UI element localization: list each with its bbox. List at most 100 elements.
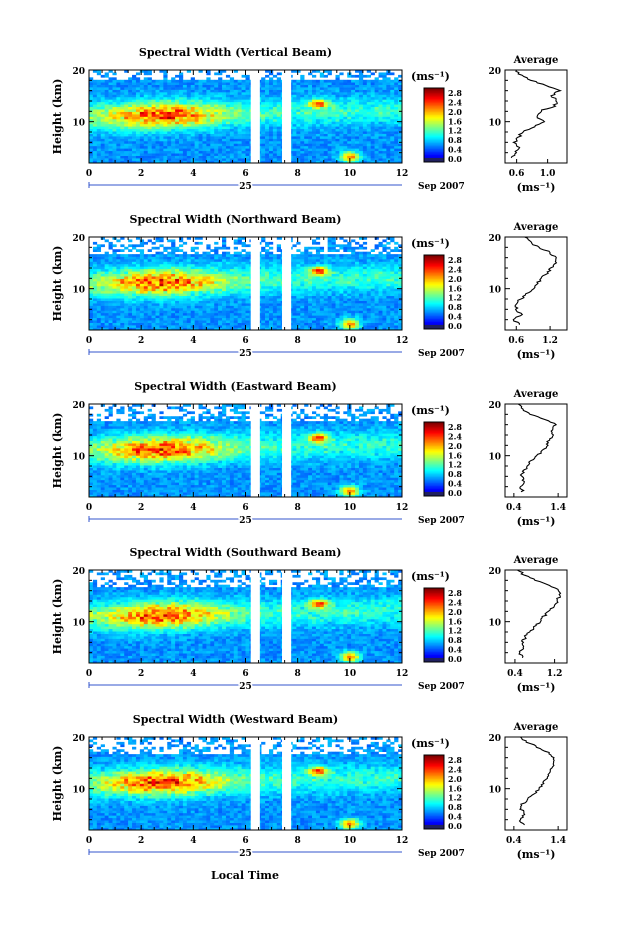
heatmap-cell bbox=[186, 92, 192, 95]
heatmap-cell bbox=[276, 295, 282, 299]
heatmap-cell bbox=[128, 89, 133, 93]
heatmap-cell bbox=[339, 153, 344, 156]
heatmap-cell bbox=[394, 104, 399, 108]
heatmap-cell bbox=[89, 121, 94, 125]
heatmap-cell bbox=[202, 106, 207, 110]
heatmap-cell bbox=[331, 315, 336, 319]
heatmap-cell bbox=[335, 320, 340, 323]
heatmap-cell bbox=[198, 96, 203, 100]
heatmap-cell bbox=[347, 116, 352, 120]
heatmap-cell bbox=[116, 106, 121, 110]
heatmap-cell bbox=[390, 322, 395, 326]
heatmap-cell bbox=[366, 136, 371, 139]
heatmap-cell bbox=[272, 89, 278, 93]
heatmap-cell bbox=[304, 96, 309, 100]
heatmap-cell bbox=[159, 310, 164, 314]
heatmap-cell bbox=[312, 305, 317, 309]
heatmap-cell bbox=[182, 143, 188, 147]
heatmap-cell bbox=[241, 106, 246, 110]
heatmap-cell bbox=[241, 99, 246, 103]
heatmap-cell bbox=[312, 153, 317, 156]
heatmap-cell bbox=[120, 305, 125, 309]
heatmap-cell bbox=[190, 82, 195, 85]
heatmap-cell bbox=[245, 138, 250, 142]
heatmap-cell bbox=[135, 143, 141, 147]
heatmap-cell bbox=[312, 322, 317, 326]
heatmap-cell bbox=[296, 295, 301, 299]
heatmap-cell bbox=[268, 136, 274, 139]
heatmap-cell bbox=[182, 111, 188, 115]
heatmap-cell bbox=[233, 303, 238, 306]
heatmap-cell bbox=[182, 145, 188, 149]
heatmap-cell bbox=[323, 143, 328, 147]
heatmap-cell bbox=[386, 288, 391, 292]
heatmap-cell bbox=[155, 138, 160, 142]
heatmap-cell bbox=[241, 74, 246, 78]
heatmap-cell bbox=[374, 278, 379, 282]
heatmap-cell bbox=[155, 273, 160, 277]
heatmap-cell bbox=[366, 310, 371, 314]
heatmap-cell bbox=[374, 273, 379, 277]
heatmap-cell bbox=[315, 271, 321, 275]
heatmap-cell bbox=[312, 285, 317, 289]
heatmap-cell bbox=[272, 123, 278, 127]
heatmap-cell bbox=[292, 148, 297, 152]
heatmap-cell bbox=[265, 310, 270, 314]
heatmap-cell bbox=[272, 298, 278, 301]
heatmap-cell bbox=[386, 92, 391, 95]
heatmap-cell bbox=[347, 104, 352, 108]
heatmap-cell bbox=[143, 131, 148, 134]
heatmap-cell bbox=[378, 123, 383, 127]
heatmap-cell bbox=[159, 111, 164, 115]
heatmap-cell bbox=[272, 283, 278, 287]
heatmap-cell bbox=[362, 295, 368, 299]
heatmap-cell bbox=[135, 82, 141, 85]
heatmap-cell bbox=[151, 325, 156, 328]
heatmap-cell bbox=[335, 276, 340, 279]
heatmap-cell bbox=[163, 138, 168, 142]
heatmap-cell bbox=[261, 268, 266, 272]
heatmap-cell bbox=[178, 290, 184, 294]
heatmap-cell bbox=[222, 123, 227, 127]
heatmap-cell bbox=[268, 307, 274, 311]
heatmap-cell bbox=[202, 276, 207, 279]
heatmap-cell bbox=[327, 273, 332, 277]
heatmap-cell bbox=[112, 94, 117, 98]
heatmap-cell bbox=[265, 158, 270, 161]
heatmap-cell bbox=[362, 325, 368, 328]
heatmap-cell bbox=[159, 70, 164, 73]
heatmap-cell bbox=[210, 84, 215, 88]
heatmap-cell bbox=[155, 96, 160, 100]
heatmap-cell bbox=[132, 94, 137, 98]
heatmap-cell bbox=[96, 84, 102, 88]
heatmap-cell bbox=[386, 278, 391, 282]
heatmap-cell bbox=[300, 126, 305, 130]
heatmap-cell bbox=[304, 148, 309, 152]
heatmap-cell bbox=[147, 116, 152, 120]
heatmap-cell bbox=[120, 293, 125, 297]
heatmap-cell bbox=[398, 118, 403, 122]
heatmap-cell bbox=[151, 128, 156, 132]
heatmap-cell bbox=[362, 82, 368, 85]
heatmap-cell bbox=[182, 305, 188, 309]
heatmap-cell bbox=[178, 273, 184, 277]
heatmap-cell bbox=[398, 128, 403, 132]
heatmap-cell bbox=[178, 293, 184, 297]
heatmap-cell bbox=[315, 273, 321, 277]
heatmap-cell bbox=[347, 150, 352, 154]
heatmap-cell bbox=[386, 158, 391, 161]
heatmap-cell bbox=[120, 104, 125, 108]
heatmap-cell bbox=[147, 325, 152, 328]
heatmap-cell bbox=[222, 320, 227, 323]
heatmap-cell bbox=[151, 153, 156, 156]
heatmap-cell bbox=[229, 288, 235, 292]
heatmap-cell bbox=[276, 160, 282, 164]
heatmap-cell bbox=[112, 123, 117, 127]
heatmap-cell bbox=[319, 143, 325, 147]
heatmap-cell bbox=[104, 138, 109, 142]
heatmap-cell bbox=[315, 87, 321, 90]
heatmap-cell bbox=[378, 283, 383, 287]
heatmap-cell bbox=[159, 150, 164, 154]
heatmap-cell bbox=[132, 84, 137, 88]
heatmap-cell bbox=[143, 303, 148, 306]
